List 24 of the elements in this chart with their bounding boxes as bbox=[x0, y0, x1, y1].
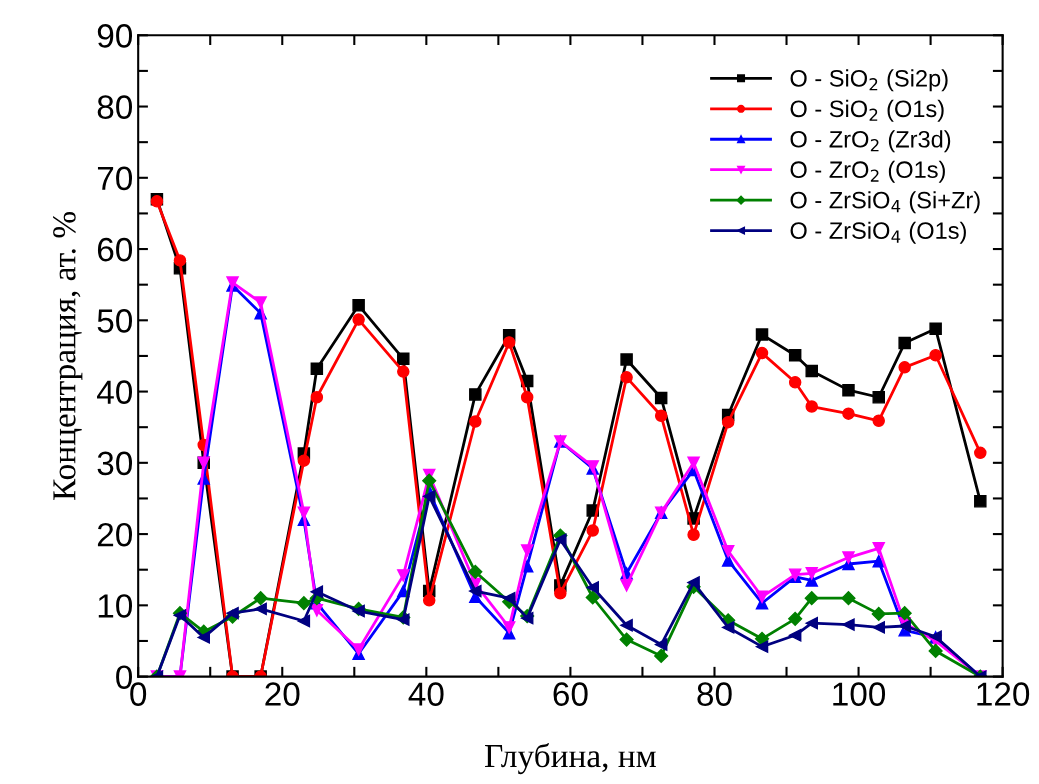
y-tick-label: 50 bbox=[97, 309, 133, 333]
y-tick-label: 0 bbox=[116, 665, 133, 689]
legend-label: O - ZrSiO$_{4}$ (Si+Zr) bbox=[790, 191, 980, 214]
y-tick-label: 90 bbox=[97, 24, 133, 48]
x-tick-label: 60 bbox=[553, 682, 588, 706]
y-axis-title: Концентрация, ат. % bbox=[53, 212, 83, 501]
legend-label: O - SiO$_{2}$ (Si2p) bbox=[790, 69, 948, 92]
legend-label: O - ZrO$_{2}$ (O1s) bbox=[790, 160, 945, 183]
y-tick-label: 70 bbox=[97, 166, 133, 191]
y-tick-label: 40 bbox=[97, 380, 133, 404]
y-tick-label: 20 bbox=[97, 522, 133, 547]
y-tick-label: 80 bbox=[97, 95, 133, 119]
x-tick-label: 80 bbox=[697, 682, 732, 706]
legend-label: O - ZrO$_{2}$ (Zr3d) bbox=[790, 130, 951, 153]
y-tick-label: 60 bbox=[97, 237, 133, 262]
legend-label: O - SiO$_{2}$ (O1s) bbox=[790, 99, 944, 122]
x-tick-label: 120 bbox=[977, 682, 1030, 706]
x-tick-label: 100 bbox=[833, 682, 886, 706]
x-tick-label: 20 bbox=[265, 682, 300, 706]
x-tick-label: 40 bbox=[408, 682, 444, 706]
y-tick-label: 30 bbox=[97, 451, 133, 476]
y-tick-label: 10 bbox=[98, 594, 133, 618]
x-axis-title: Глубина, нм bbox=[485, 743, 656, 775]
legend-label: O - ZrSiO$_{4}$ (O1s) bbox=[790, 221, 966, 244]
